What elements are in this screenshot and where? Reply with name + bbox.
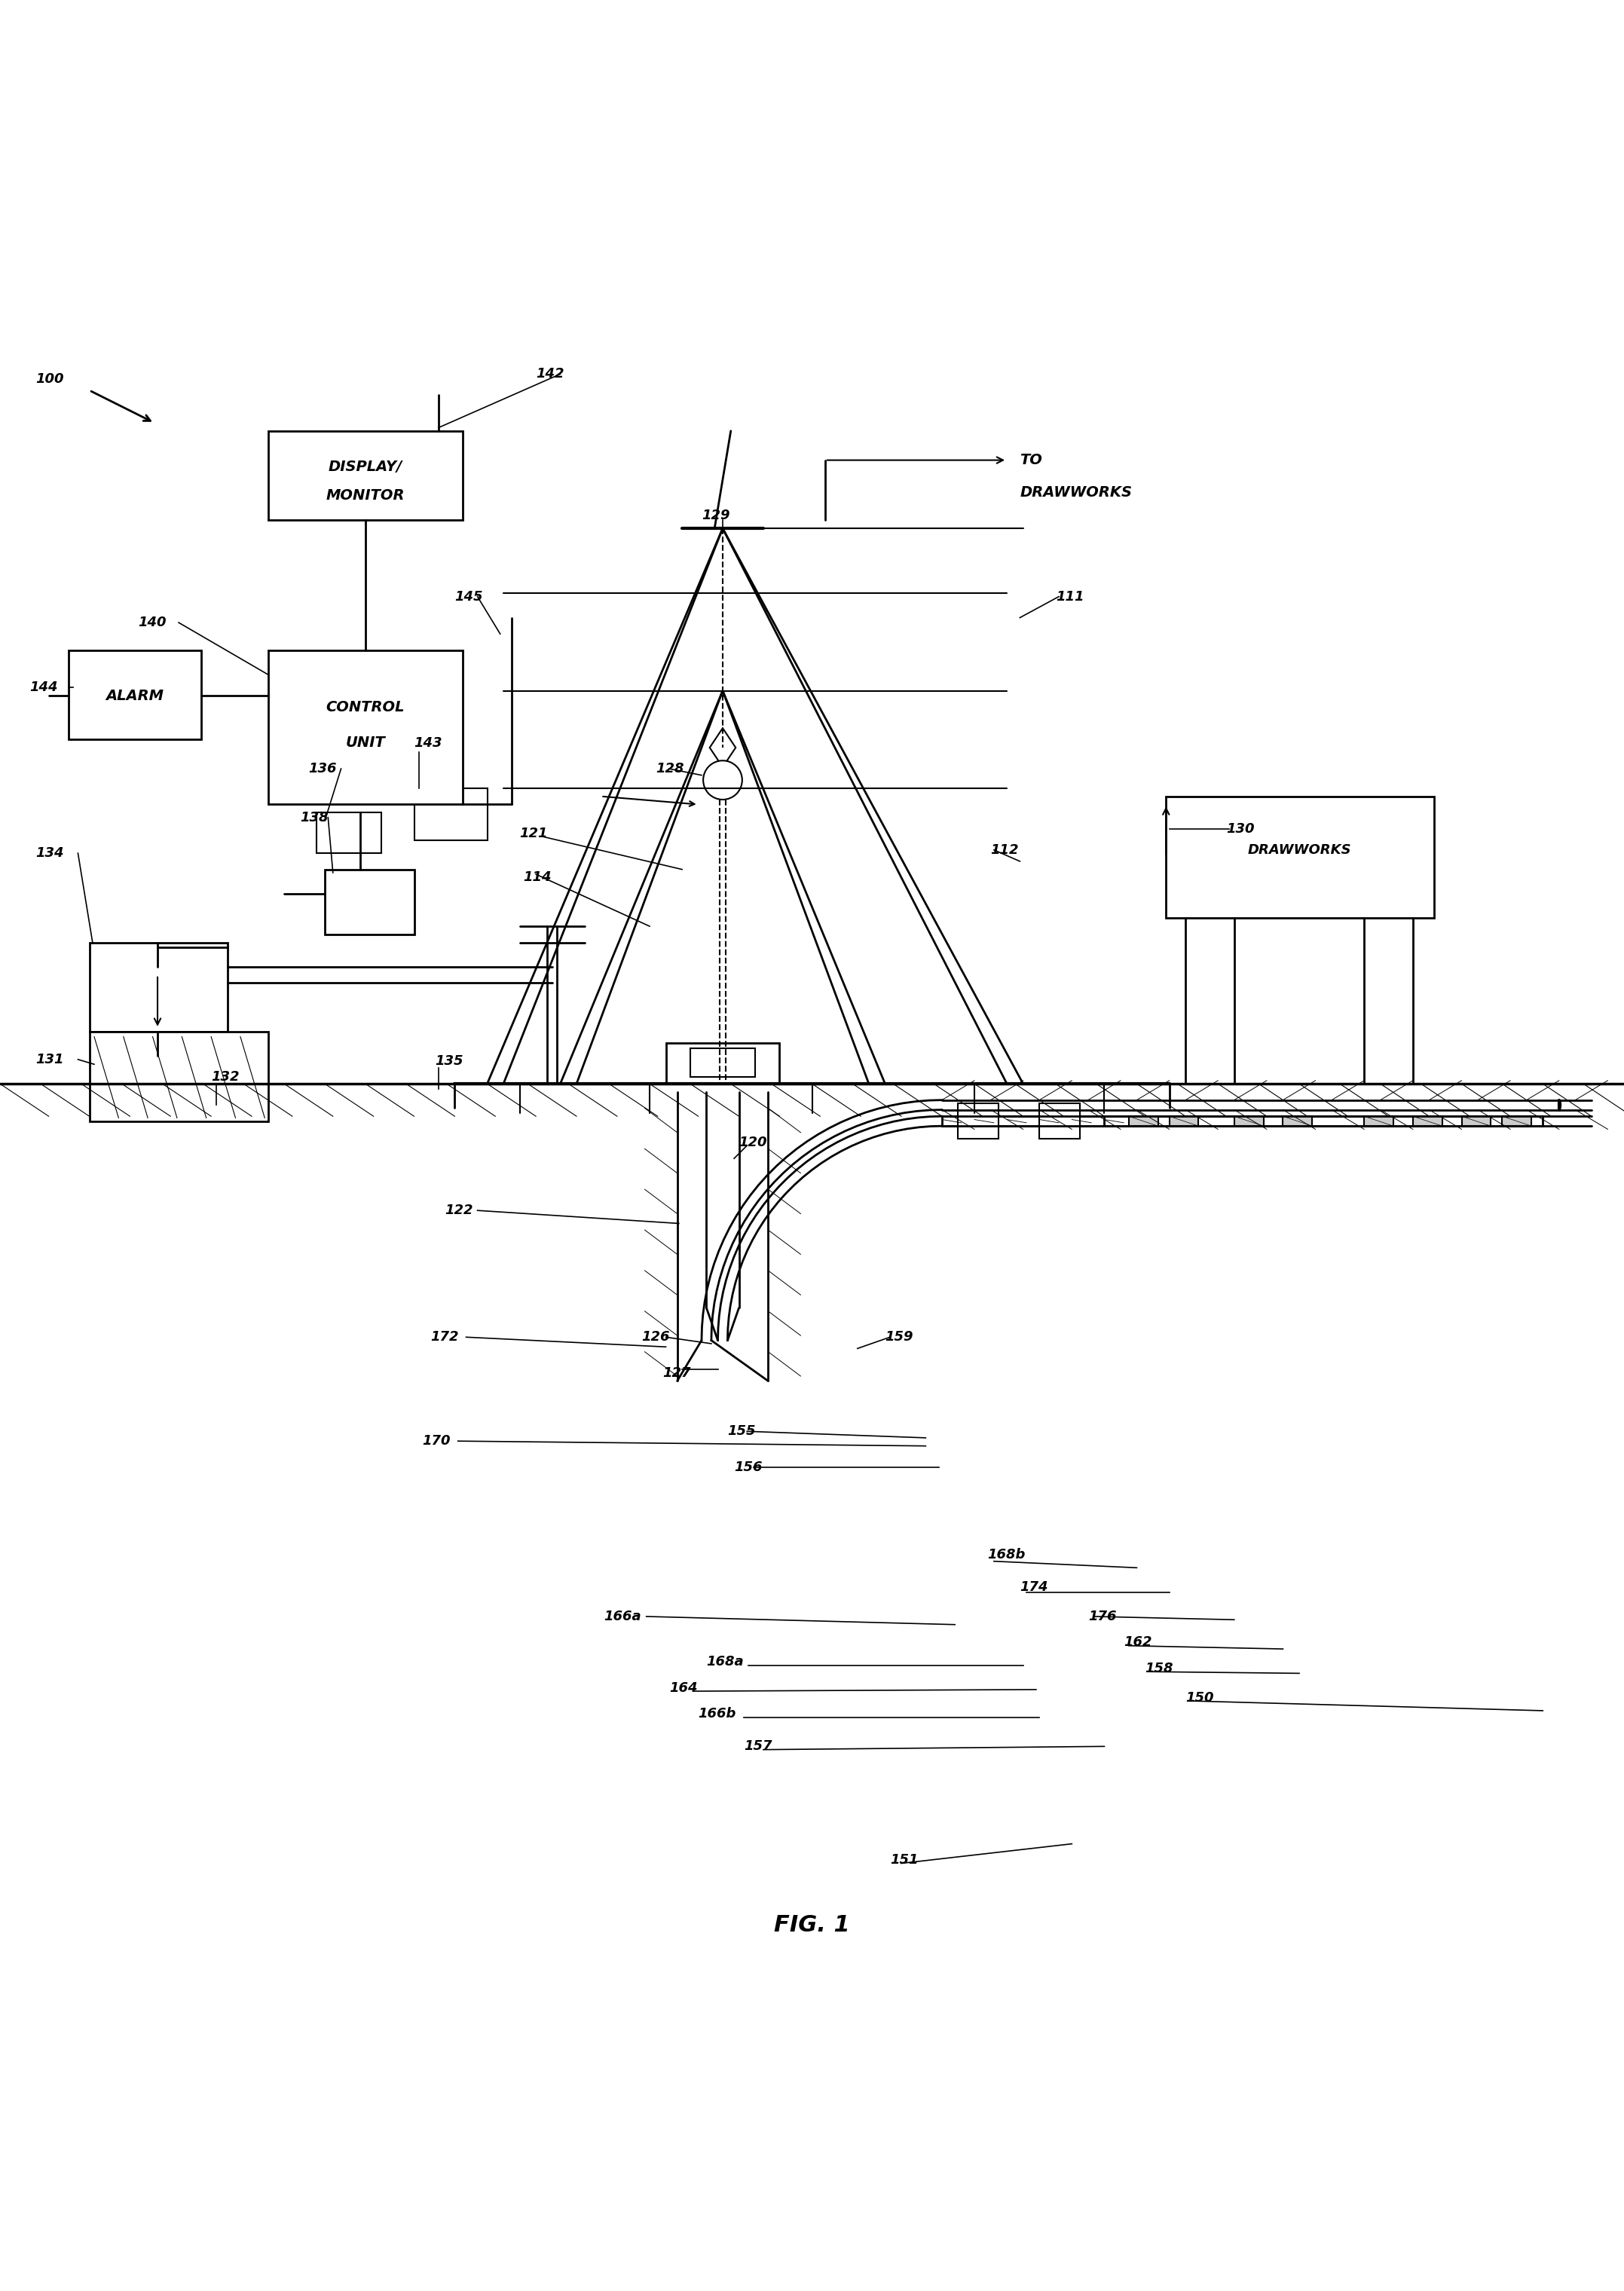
Text: DRAWWORKS: DRAWWORKS bbox=[1020, 486, 1132, 499]
Text: DISPLAY/: DISPLAY/ bbox=[328, 460, 403, 474]
Text: DRAWWORKS: DRAWWORKS bbox=[1247, 843, 1351, 857]
Text: 168b: 168b bbox=[987, 1549, 1025, 1562]
Text: 100: 100 bbox=[36, 371, 63, 385]
Bar bbox=[690, 1047, 755, 1077]
Text: 142: 142 bbox=[536, 367, 564, 380]
Bar bbox=[1166, 797, 1434, 919]
Text: 127: 127 bbox=[663, 1365, 690, 1379]
Bar bbox=[1039, 1104, 1080, 1139]
Text: 114: 114 bbox=[523, 871, 551, 884]
Text: 170: 170 bbox=[422, 1434, 450, 1448]
Text: TO: TO bbox=[1020, 454, 1043, 467]
Text: 111: 111 bbox=[1056, 589, 1083, 603]
Bar bbox=[268, 651, 463, 804]
Bar bbox=[1413, 1116, 1442, 1125]
Bar bbox=[666, 1042, 780, 1084]
Text: 144: 144 bbox=[29, 680, 57, 694]
Bar bbox=[325, 868, 414, 935]
Text: 164: 164 bbox=[669, 1682, 697, 1695]
Bar bbox=[942, 1116, 1104, 1125]
Bar bbox=[268, 431, 463, 520]
Text: 122: 122 bbox=[445, 1203, 473, 1217]
Text: 155: 155 bbox=[728, 1425, 755, 1439]
Bar bbox=[958, 1104, 999, 1139]
Text: 172: 172 bbox=[430, 1331, 458, 1345]
Text: 158: 158 bbox=[1145, 1661, 1173, 1675]
Text: 174: 174 bbox=[1020, 1581, 1047, 1595]
Text: 176: 176 bbox=[1088, 1611, 1116, 1624]
Bar bbox=[89, 1031, 268, 1120]
Text: 151: 151 bbox=[890, 1853, 918, 1867]
Text: 129: 129 bbox=[702, 509, 729, 522]
Text: 132: 132 bbox=[211, 1070, 239, 1084]
Text: 126: 126 bbox=[641, 1331, 669, 1345]
Bar bbox=[68, 651, 201, 740]
Text: 135: 135 bbox=[435, 1054, 463, 1068]
Text: 140: 140 bbox=[138, 616, 166, 630]
Text: 128: 128 bbox=[656, 763, 684, 774]
Bar bbox=[1462, 1116, 1491, 1125]
Bar bbox=[1169, 1116, 1199, 1125]
Text: ALARM: ALARM bbox=[106, 690, 164, 703]
Text: 159: 159 bbox=[885, 1331, 913, 1345]
Bar bbox=[414, 788, 487, 841]
Bar bbox=[1502, 1116, 1531, 1125]
Text: 130: 130 bbox=[1226, 822, 1254, 836]
Bar bbox=[317, 813, 382, 852]
Bar bbox=[89, 942, 227, 1031]
Bar bbox=[1364, 1116, 1393, 1125]
Bar bbox=[1104, 1116, 1543, 1125]
Text: 143: 143 bbox=[414, 735, 442, 749]
Text: 168a: 168a bbox=[706, 1654, 744, 1668]
Polygon shape bbox=[710, 729, 736, 767]
Text: 157: 157 bbox=[744, 1739, 771, 1753]
Bar bbox=[1234, 1116, 1263, 1125]
Text: 166b: 166b bbox=[698, 1707, 736, 1721]
Text: 121: 121 bbox=[520, 827, 547, 841]
Text: 156: 156 bbox=[734, 1459, 762, 1473]
Text: 120: 120 bbox=[739, 1136, 767, 1150]
Text: 131: 131 bbox=[36, 1052, 63, 1065]
Text: 166a: 166a bbox=[604, 1611, 641, 1624]
Text: 150: 150 bbox=[1186, 1691, 1213, 1705]
Text: UNIT: UNIT bbox=[346, 735, 385, 749]
Text: MONITOR: MONITOR bbox=[326, 488, 404, 504]
Text: 112: 112 bbox=[991, 843, 1018, 857]
Text: 145: 145 bbox=[455, 589, 482, 603]
Text: CONTROL: CONTROL bbox=[326, 699, 404, 715]
Text: FIG. 1: FIG. 1 bbox=[775, 1913, 849, 1936]
Text: 138: 138 bbox=[300, 811, 328, 825]
Circle shape bbox=[703, 761, 742, 800]
Bar bbox=[1129, 1116, 1158, 1125]
Text: 162: 162 bbox=[1124, 1636, 1151, 1650]
Bar bbox=[1283, 1116, 1312, 1125]
Text: 136: 136 bbox=[309, 763, 336, 774]
Text: 134: 134 bbox=[36, 845, 63, 859]
